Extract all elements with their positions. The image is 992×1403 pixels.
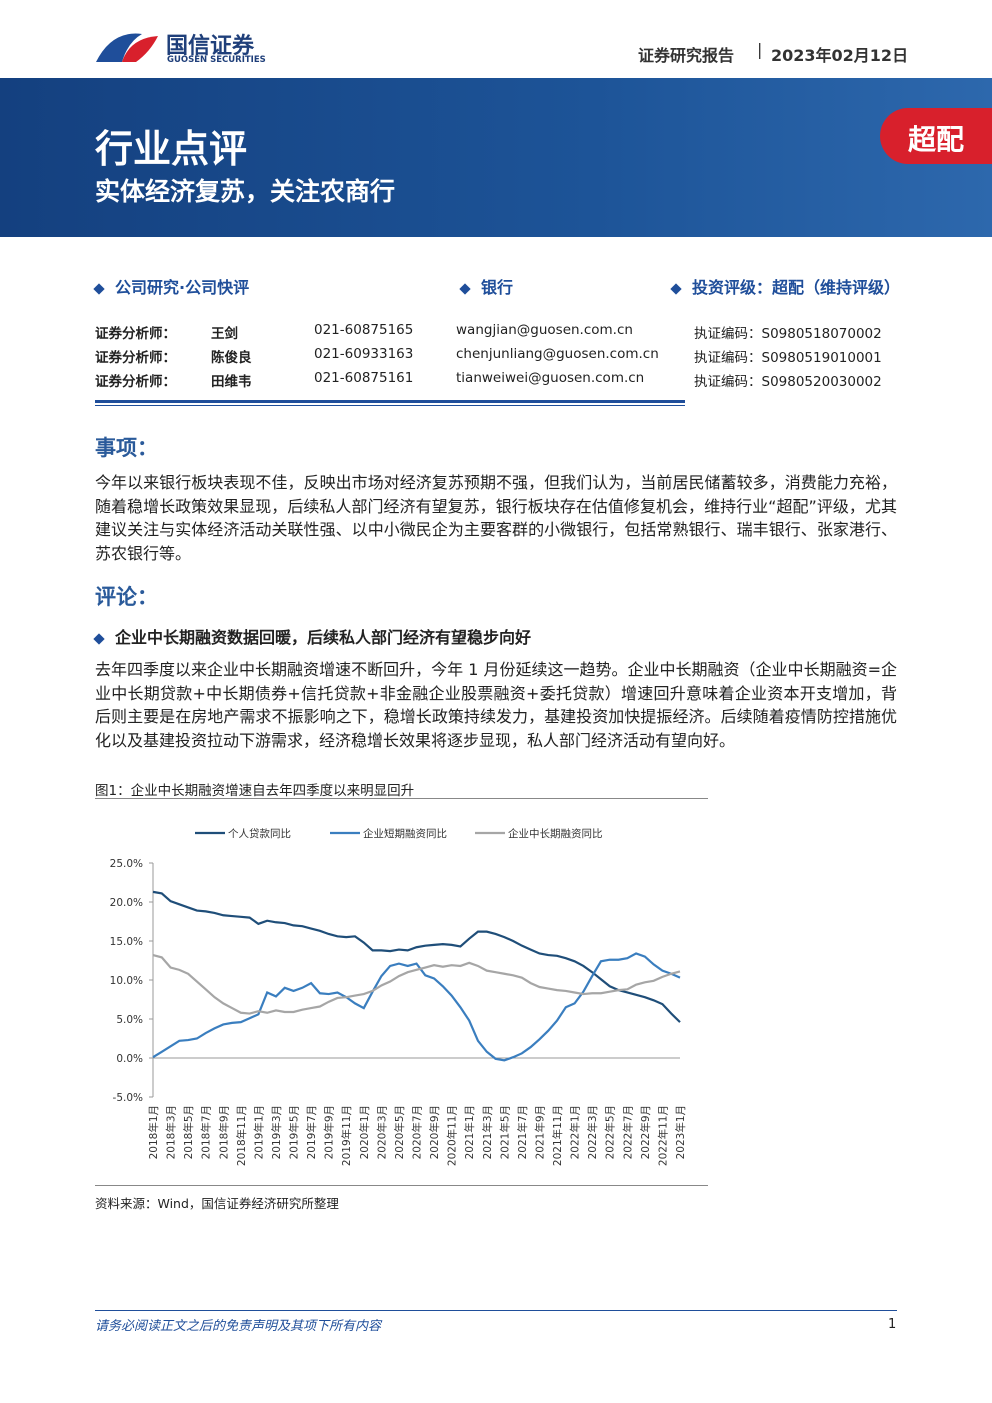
rule <box>95 1185 708 1186</box>
info-rating: 投资评级：超配（维持评级） <box>670 274 901 298</box>
paragraph: 今年以来银行板块表现不佳，反映出市场对经济复苏预期不强，但我们认为，当前居民储蓄… <box>95 473 897 563</box>
x-tick-label: 2020年5月 <box>393 1105 406 1159</box>
x-tick-label: 2023年1月 <box>674 1105 687 1159</box>
x-tick-label: 2018年11月 <box>235 1105 248 1166</box>
divider: | <box>757 40 763 59</box>
x-tick-label: 2021年7月 <box>516 1105 529 1159</box>
x-tick-label: 2019年5月 <box>288 1105 301 1159</box>
legend-label: 个人贷款同比 <box>228 827 291 840</box>
x-tick-label: 2020年3月 <box>375 1105 388 1159</box>
x-tick-label: 2018年7月 <box>200 1105 213 1159</box>
x-tick-label: 2022年9月 <box>639 1105 652 1159</box>
x-tick-label: 2022年5月 <box>604 1105 617 1159</box>
x-tick-label: 2019年11月 <box>340 1105 353 1166</box>
x-tick-label: 2022年3月 <box>586 1105 599 1159</box>
x-tick-label: 2020年11月 <box>446 1105 459 1166</box>
series-line <box>152 890 681 1023</box>
x-tick-label: 2021年3月 <box>481 1105 494 1159</box>
banner-rating: 超配 <box>908 123 965 156</box>
page-number: 1 <box>888 1317 897 1332</box>
analyst-cell: 021-60875165 <box>314 322 414 338</box>
x-tick-label: 2021年1月 <box>463 1105 476 1159</box>
x-tick-label: 2021年5月 <box>498 1105 511 1159</box>
x-tick-label: 2020年7月 <box>411 1105 424 1159</box>
chart: -5.0% 0.0% 5.0% 10.0% 15.0% 20.0% 25.0% 2018年1月… <box>110 827 687 1166</box>
x-tick-label: 2018年9月 <box>217 1105 230 1159</box>
analyst-cell: chenjunliang@guosen.com.cn <box>456 346 659 362</box>
y-tick-label: 20.0% <box>110 897 143 909</box>
x-tick-label: 2020年9月 <box>428 1105 441 1159</box>
analyst-cell: 执证编码：S0980519010001 <box>694 350 882 366</box>
analyst-cell: 田维韦 <box>211 374 252 390</box>
logo-mark <box>96 33 158 62</box>
figure-caption: 图1：企业中长期融资增速自去年四季度以来明显回升 <box>95 783 415 799</box>
x-tick-label: 2022年1月 <box>569 1105 582 1159</box>
y-tick-label: 0.0% <box>116 1053 143 1065</box>
analyst-cell: 021-60875161 <box>314 370 414 386</box>
rule <box>95 1310 897 1311</box>
x-tick-label: 2018年5月 <box>182 1105 195 1159</box>
section-heading: 评论： <box>95 585 158 609</box>
info-text: 公司研究·公司快评 <box>115 278 250 297</box>
section-heading: 事项： <box>95 436 158 460</box>
y-tick-label: 10.0% <box>110 975 143 987</box>
legend-label: 企业短期融资同比 <box>363 827 447 840</box>
figure-source: 资料来源：Wind，国信证券经济研究所整理 <box>95 1196 339 1211</box>
subheading: 企业中长期融资数据回暖，后续私人部门经济有望稳步向好 <box>93 624 532 648</box>
y-tick-label: -5.0% <box>113 1092 143 1104</box>
banner-category: 行业点评 <box>95 127 248 171</box>
x-tick-label: 2019年3月 <box>270 1105 283 1159</box>
analyst-cell: 021-60933163 <box>314 346 414 362</box>
info-research: 公司研究·公司快评 <box>93 274 250 298</box>
rating-tag <box>880 108 992 164</box>
series-line <box>152 953 681 1015</box>
series-line <box>152 952 681 1062</box>
x-tick-label: 2020年1月 <box>358 1105 371 1159</box>
analyst-cell: 执证编码：S0980518070002 <box>694 326 882 342</box>
analyst-cell: wangjian@guosen.com.cn <box>456 322 633 338</box>
legend-label: 企业中长期融资同比 <box>508 827 603 840</box>
info-industry: 银行 <box>459 274 514 298</box>
analyst-cell: tianweiwei@guosen.com.cn <box>456 370 645 386</box>
banner-title: 实体经济复苏，关注农商行 <box>95 177 396 206</box>
x-tick-label: 2018年3月 <box>165 1105 178 1159</box>
report-type: 证券研究报告 <box>638 46 735 65</box>
disclaimer: 请务必阅读正文之后的免责声明及其项下所有内容 <box>95 1319 382 1334</box>
y-tick-label: 15.0% <box>110 936 143 948</box>
x-tick-label: 2021年9月 <box>533 1105 546 1159</box>
analyst-cell: 证券分析师： <box>95 350 176 366</box>
y-tick-label: 25.0% <box>110 858 143 870</box>
info-text: 投资评级：超配（维持评级） <box>692 278 901 297</box>
rule <box>95 400 685 403</box>
analyst-cell: 执证编码：S0980520030002 <box>694 374 882 390</box>
brand-en: GUOSEN SECURITIES <box>167 55 266 65</box>
analyst-cell: 王剑 <box>211 326 238 342</box>
subheading-text: 企业中长期融资数据回暖，后续私人部门经济有望稳步向好 <box>115 628 532 647</box>
analyst-cell: 证券分析师： <box>95 326 176 342</box>
x-tick-label: 2022年7月 <box>621 1105 634 1159</box>
banner <box>0 78 992 237</box>
brand: 国信证券 <box>166 34 255 59</box>
x-tick-label: 2019年9月 <box>323 1105 336 1159</box>
x-tick-label: 2018年1月 <box>147 1105 160 1159</box>
y-tick-label: 5.0% <box>116 1014 143 1026</box>
analyst-cell: 陈俊良 <box>211 350 252 366</box>
rule <box>95 405 685 406</box>
paragraph: 去年四季度以来企业中长期融资增速不断回升，今年 1 月份延续这一趋势。企业中长期… <box>95 660 897 750</box>
analyst-cell: 证券分析师： <box>95 374 176 390</box>
rule <box>95 798 708 799</box>
x-tick-label: 2019年1月 <box>252 1105 265 1159</box>
report-date: 2023年02月12日 <box>771 46 909 65</box>
info-text: 银行 <box>481 278 514 297</box>
x-tick-label: 2019年7月 <box>305 1105 318 1159</box>
x-tick-label: 2022年11月 <box>656 1105 669 1166</box>
x-tick-label: 2021年11月 <box>551 1105 564 1166</box>
